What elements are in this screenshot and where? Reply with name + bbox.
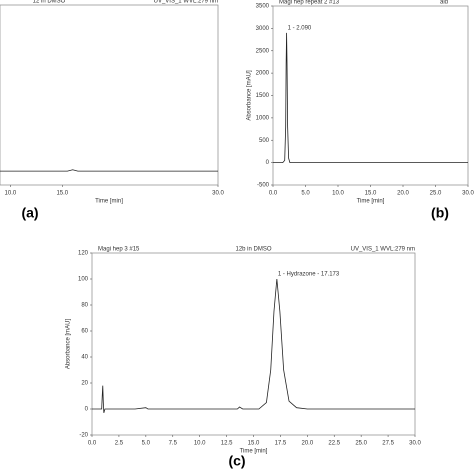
panel-label: (c) bbox=[228, 453, 245, 469]
y-axis-label: Absorbance [mAU] bbox=[247, 70, 253, 121]
x-tick-label: 20.0 bbox=[397, 191, 409, 197]
y-tick-label: 120 bbox=[78, 251, 89, 257]
chromatogram-line bbox=[92, 278, 415, 414]
y-tick-label: 3500 bbox=[256, 4, 270, 10]
y-axis-label: Absorbance [mAU] bbox=[66, 318, 72, 369]
chromatogram-line bbox=[0, 169, 218, 172]
x-tick-label: 20.0 bbox=[301, 441, 313, 447]
plot-frame bbox=[272, 5, 469, 186]
x-axis-label: Time [min] bbox=[240, 449, 268, 455]
x-tick-label: 10.0 bbox=[5, 191, 17, 197]
x-tick-label: 15.0 bbox=[365, 191, 377, 197]
y-tick-label: -20 bbox=[79, 433, 88, 439]
header-left: Magi hep 3 #15 bbox=[98, 247, 140, 253]
header-left: Magi hep repeat 2 #13 bbox=[279, 0, 340, 6]
header-center: 12 in DMSO bbox=[33, 0, 66, 5]
x-axis-label: Time [min] bbox=[357, 199, 385, 205]
y-tick-label: 0 bbox=[266, 160, 270, 166]
peak-label: 1 - 2.090 bbox=[288, 25, 312, 31]
header-center: 12b in DMSO bbox=[235, 247, 271, 253]
x-tick-label: 0.0 bbox=[88, 441, 97, 447]
x-tick-label: 0.0 bbox=[269, 191, 278, 197]
header-right: UV_VIS_1 WVL:279 nm bbox=[351, 247, 415, 253]
peak-label: 1 - Hydrazone - 17.173 bbox=[278, 272, 340, 278]
x-tick-label: 2.5 bbox=[115, 441, 124, 447]
y-tick-label: 0 bbox=[85, 407, 89, 413]
chromatogram-line bbox=[273, 32, 468, 164]
x-tick-label: 25.0 bbox=[430, 191, 442, 197]
x-tick-label: 15.0 bbox=[56, 191, 68, 197]
y-tick-label: 2500 bbox=[256, 48, 270, 54]
plot-frame bbox=[91, 252, 416, 436]
header-right: UV_VIS_1 WVL:279 nm bbox=[154, 0, 218, 5]
x-tick-label: 30.0 bbox=[462, 191, 474, 197]
y-tick-label: 80 bbox=[81, 303, 88, 309]
y-tick-label: 500 bbox=[259, 138, 270, 144]
x-tick-label: 17.5 bbox=[275, 441, 287, 447]
y-tick-label: 2000 bbox=[256, 71, 270, 77]
x-tick-label: 15.0 bbox=[248, 441, 260, 447]
x-tick-label: 10.0 bbox=[332, 191, 344, 197]
plot-frame bbox=[0, 4, 219, 186]
y-tick-label: 1000 bbox=[256, 115, 270, 121]
y-tick-label: 3000 bbox=[256, 26, 270, 32]
x-tick-label: 10.0 bbox=[194, 441, 206, 447]
x-tick-label: 30.0 bbox=[409, 441, 421, 447]
y-tick-label: 60 bbox=[81, 329, 88, 335]
y-tick-label: 20 bbox=[81, 381, 88, 387]
x-tick-label: 5.0 bbox=[142, 441, 151, 447]
y-tick-label: 40 bbox=[81, 355, 88, 361]
header-right: ald bbox=[440, 0, 448, 6]
panel-label: (a) bbox=[21, 205, 38, 221]
y-tick-label: -500 bbox=[257, 183, 270, 189]
x-tick-label: 30.0 bbox=[212, 191, 224, 197]
x-tick-label: 27.5 bbox=[382, 441, 394, 447]
x-tick-label: 7.5 bbox=[169, 441, 178, 447]
x-tick-label: 25.0 bbox=[355, 441, 367, 447]
y-tick-label: 100 bbox=[78, 277, 89, 283]
x-axis-label: Time [min] bbox=[95, 199, 123, 205]
x-tick-label: 12.5 bbox=[221, 441, 233, 447]
x-tick-label: 5.0 bbox=[301, 191, 310, 197]
panel-label: (b) bbox=[431, 205, 449, 221]
x-tick-label: 22.5 bbox=[328, 441, 340, 447]
y-tick-label: 1500 bbox=[256, 93, 270, 99]
